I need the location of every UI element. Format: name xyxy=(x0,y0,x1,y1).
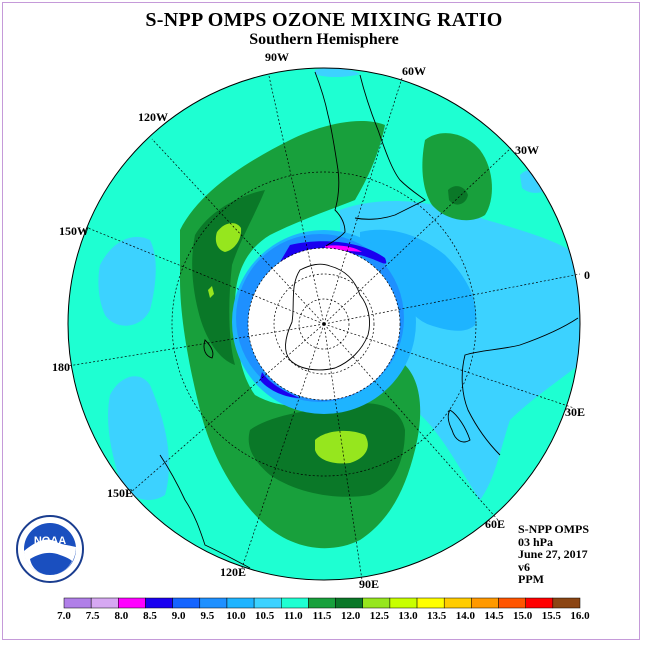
field-lightblue-top xyxy=(315,68,360,77)
figure-frame xyxy=(2,2,640,640)
noaa-logo: NOAA xyxy=(16,515,84,583)
lon-label-90e: 90E xyxy=(359,577,380,591)
map-subtitle: Southern Hemisphere xyxy=(249,31,399,48)
noaa-logo-text: NOAA xyxy=(34,535,66,547)
info-date: June 27, 2017 xyxy=(518,547,588,561)
info-instrument: S-NPP OMPS xyxy=(518,522,589,536)
coastlines xyxy=(159,71,579,569)
lon-label-30e: 30E xyxy=(565,405,586,419)
info-block: S-NPP OMPS 03 hPa June 27, 2017 v6 PPM xyxy=(518,523,589,586)
lon-label-120e: 120E xyxy=(220,565,247,579)
coast-africa xyxy=(461,317,579,456)
coast-south-america xyxy=(314,71,346,247)
lon-label-90w: 90W xyxy=(265,50,289,64)
south-pole-dot xyxy=(322,322,326,326)
coast-antarctica xyxy=(285,263,371,371)
field-green-northeast xyxy=(422,133,492,221)
info-units: PPM xyxy=(518,572,544,586)
map-outer-circle xyxy=(67,67,581,581)
lon-label-0: 0 xyxy=(584,268,590,282)
field-vortex-darkblue-south xyxy=(260,372,300,398)
field-lightblue-southwest xyxy=(108,376,170,500)
field-blue-east xyxy=(360,229,476,331)
lon-label-60e: 60E xyxy=(485,517,506,531)
lon-label-60w: 60W xyxy=(402,64,426,78)
field-darkgreen-blob-ne xyxy=(448,186,468,205)
lon-label-120w: 120W xyxy=(138,110,168,124)
info-version: v6 xyxy=(518,559,530,574)
graticule xyxy=(67,75,581,581)
field-vortex-magenta xyxy=(325,245,362,252)
coast-madagascar xyxy=(447,409,471,443)
coast-south-america-east xyxy=(354,74,426,220)
coast-australia xyxy=(159,454,251,569)
field-lightblue-west xyxy=(98,236,156,326)
map-title: S-NPP OMPS OZONE MIXING RATIO xyxy=(145,9,503,31)
coast-new-zealand xyxy=(203,339,214,359)
lon-label-180: 180 xyxy=(52,360,70,374)
field-yellowgreen-dot xyxy=(208,286,214,298)
lon-label-150e: 150E xyxy=(107,486,134,500)
info-level: 03 hPa xyxy=(518,534,554,549)
field-yellowgreen-south xyxy=(315,430,368,464)
lon-label-150w: 150W xyxy=(59,224,89,238)
field-yellowgreen-west xyxy=(215,223,242,252)
field-lightblue-northeast xyxy=(520,169,550,193)
lon-label-30w: 30W xyxy=(515,143,539,157)
field-darkgreen-west xyxy=(192,190,265,365)
